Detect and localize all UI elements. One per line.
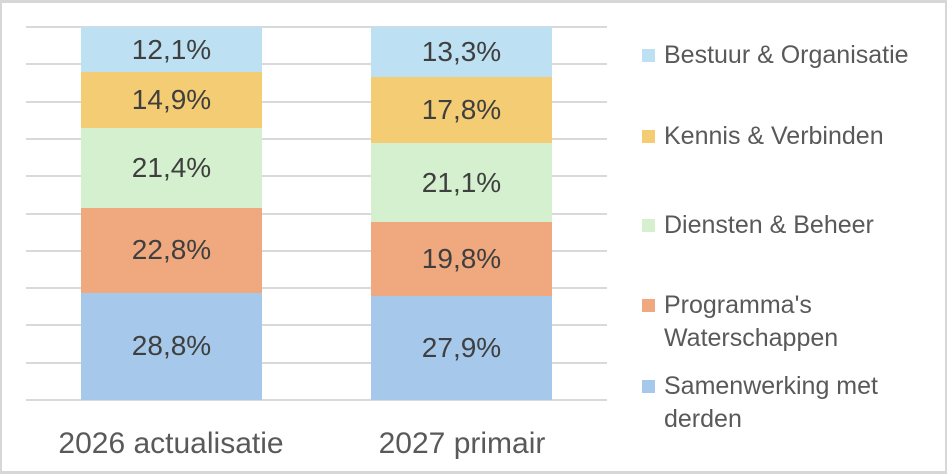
- bar-segment: 14,9%: [81, 72, 262, 128]
- data-label: 21,4%: [131, 151, 212, 183]
- legend-swatch-icon: [642, 380, 655, 393]
- bar-segment: 12,1%: [81, 27, 262, 73]
- gridline: [26, 137, 607, 140]
- bar-segment: 13,3%: [371, 27, 552, 77]
- gridline: [26, 249, 607, 252]
- data-label: 27,9%: [421, 331, 502, 363]
- legend-item: Kennis & Verbinden: [642, 120, 884, 153]
- category-label: 2027 primair: [378, 427, 546, 460]
- legend-item: Samenwerking met derden: [642, 370, 942, 436]
- legend-item: Diensten & Beheer: [642, 209, 874, 242]
- data-label: 19,8%: [421, 242, 502, 274]
- data-label: 28,8%: [131, 330, 212, 362]
- bar-2026-actualisatie: 12,1% 14,9% 21,4% 22,8% 28,8%: [81, 27, 262, 400]
- gridline: [26, 361, 607, 364]
- legend-label: Bestuur & Organisatie: [664, 41, 909, 69]
- data-label: 22,8%: [131, 234, 212, 266]
- data-label: 12,1%: [131, 33, 212, 65]
- legend: Bestuur & Organisatie Kennis & Verbinden D…: [642, 3, 942, 471]
- legend-label: Diensten & Beheer: [664, 211, 874, 239]
- bar-segment: 21,1%: [371, 143, 552, 222]
- legend-label: Samenwerking met derden: [664, 372, 878, 433]
- bar-segment: 17,8%: [371, 76, 552, 144]
- bar-segment: 28,8%: [81, 292, 262, 400]
- legend-item: Programma's Waterschappen: [642, 289, 942, 355]
- gridline: [26, 324, 607, 327]
- bar-2027-primair: 13,3% 17,8% 21,1% 19,8% 27,9%: [371, 27, 552, 400]
- gridline: [26, 26, 607, 28]
- data-label: 13,3%: [421, 35, 502, 67]
- gridline: [26, 212, 607, 215]
- legend-swatch-icon: [642, 49, 655, 62]
- gridline: [26, 100, 607, 103]
- data-label: 21,1%: [421, 166, 502, 198]
- gridline: [26, 63, 607, 66]
- bar-segment: 22,8%: [81, 207, 262, 293]
- plot-area: 12,1% 14,9% 21,4% 22,8% 28,8% 13,3% 17,8% 21,1%…: [26, 26, 607, 401]
- legend-label: Kennis & Verbinden: [664, 122, 884, 150]
- legend-label: Programma's Waterschappen: [664, 291, 839, 352]
- gridline: [26, 287, 607, 290]
- bar-segment: 21,4%: [81, 127, 262, 208]
- data-label: 17,8%: [421, 93, 502, 125]
- gridline: [26, 399, 607, 401]
- bar-segment: 19,8%: [371, 221, 552, 296]
- legend-item: Bestuur & Organisatie: [642, 39, 909, 72]
- gridline: [26, 175, 607, 178]
- legend-swatch-icon: [642, 219, 655, 232]
- category-label: 2026 actualisatie: [58, 427, 284, 460]
- data-label: 14,9%: [131, 83, 212, 115]
- bar-segment: 27,9%: [371, 295, 552, 400]
- legend-swatch-icon: [642, 299, 655, 312]
- legend-swatch-icon: [642, 130, 655, 143]
